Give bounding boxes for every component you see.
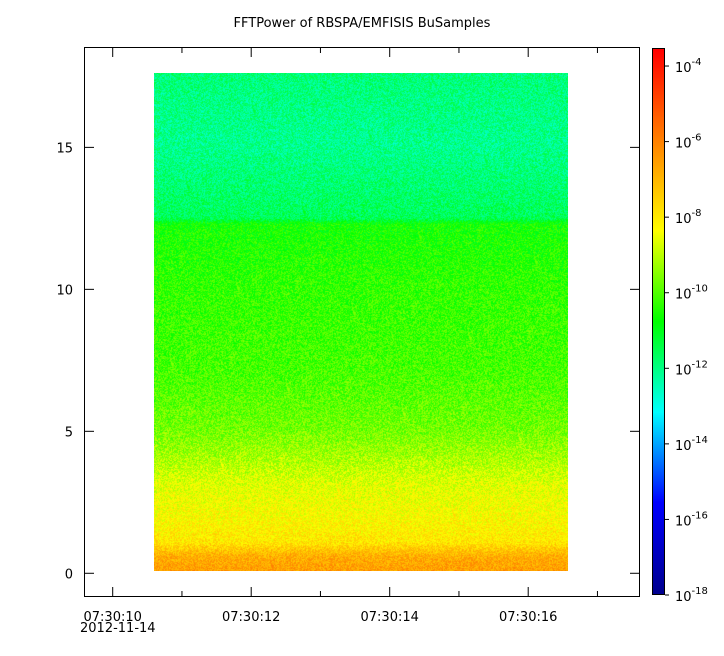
colorbar-tick-label: 10-6	[675, 133, 702, 152]
colorbar-tick-label: 10-12	[675, 359, 708, 378]
colorbar-tick-label: 10-16	[675, 510, 708, 529]
y-tick-label: 15	[56, 141, 73, 156]
x-tick-label: 07:30:16	[499, 610, 557, 625]
plot-area	[84, 47, 640, 597]
colorbar	[652, 48, 665, 595]
x-axis-date-label: 2012-11-14	[80, 621, 156, 636]
colorbar-tick-label: 10-18	[675, 586, 708, 605]
colorbar-tick-label: 10-10	[675, 284, 708, 303]
x-tick-label: 07:30:12	[222, 610, 280, 625]
colorbar-axis: 10-18 10-16 10-14 10-12 10-10 10-8 10-6 10-4	[665, 57, 708, 605]
y-tick-label: 10	[56, 283, 73, 298]
colorbar-tick-label: 10-4	[675, 57, 702, 76]
y-axis: 0 5 10 15	[56, 141, 639, 582]
chart-title: FFTPower of RBSPA/EMFISIS BuSamples	[233, 16, 491, 31]
y-tick-label: 0	[65, 567, 73, 582]
x-axis: 07:30:10 07:30:12 07:30:14 07:30:16	[84, 48, 598, 625]
spectrogram-image	[154, 73, 568, 571]
y-tick-label: 5	[65, 425, 73, 440]
colorbar-tick-label: 10-8	[675, 208, 702, 227]
colorbar-tick-label: 10-14	[675, 435, 708, 454]
x-tick-label: 07:30:10	[84, 610, 142, 625]
x-tick-label: 07:30:14	[361, 610, 419, 625]
